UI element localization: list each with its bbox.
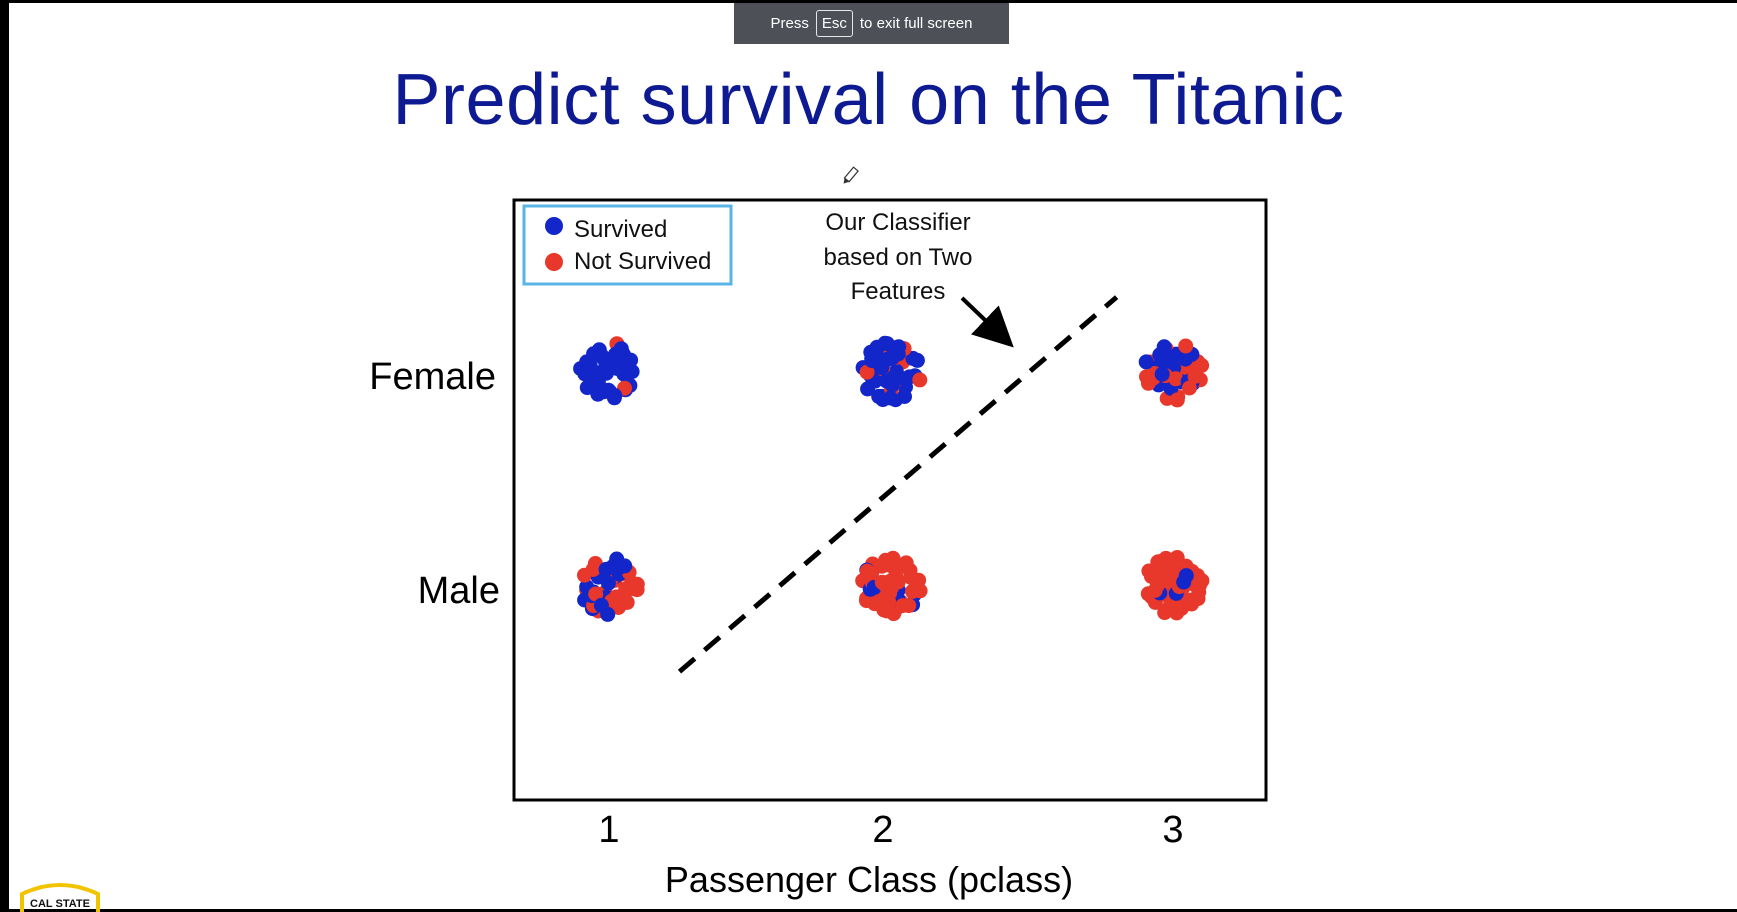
banner-press-text: Press [770,15,809,32]
data-point-not-survived [874,558,890,574]
data-point-not-survived [1169,392,1185,408]
x-tick-label-2: 2 [872,809,893,851]
data-point-not-survived [1181,380,1197,396]
data-point-survived [1177,351,1193,367]
data-point-not-survived [859,563,875,579]
data-point-survived [623,352,639,368]
data-point-survived [594,348,610,364]
data-point-not-survived [895,598,911,614]
data-point-not-survived [629,576,645,592]
data-point-survived [864,353,880,369]
data-point-not-survived [1178,338,1194,354]
banner-suffix-text: to exit full screen [859,15,973,32]
annotation-line-1: Our Classifier [825,209,970,236]
data-point-survived [593,597,609,613]
data-point-not-survived [619,594,635,610]
data-point-not-survived [1168,371,1184,387]
data-point-not-survived [859,364,875,380]
data-point-survived [1178,568,1194,584]
data-point-survived [871,388,887,404]
plot-frame [512,198,1268,802]
annotation-line-3: Features [851,278,946,305]
data-point-not-survived [588,586,604,602]
data-point-survived [891,339,907,355]
data-point-not-survived [885,550,901,566]
data-point-not-survived [912,372,928,388]
annotation-line-2: based on Two [823,244,972,271]
y-tick-label-male: Male [418,570,500,612]
data-point-not-survived [1140,375,1156,391]
data-point-survived [905,350,921,366]
data-point-not-survived [882,585,898,601]
data-point-survived [1138,354,1154,370]
data-point-survived [612,351,628,367]
decision-boundary-line [677,295,1119,674]
slide-title: Predict survival on the Titanic [392,60,1345,140]
y-tick-label-female: Female [369,356,496,398]
data-point-not-survived [1194,573,1210,589]
data-point-survived [883,390,899,406]
data-point-survived [598,561,614,577]
fullscreen-banner: Press Esc to exit full screen [734,3,1009,44]
data-point-not-survived [905,583,920,599]
data-point-survived [1161,349,1177,365]
x-axis-label: Passenger Class (pclass) [665,859,1073,900]
x-tick-label-1: 1 [598,809,619,851]
legend-survived-marker [545,217,563,235]
data-point-survived [884,377,900,393]
legend-not-survived-marker [545,253,563,271]
legend-not-survived-label: Not Survived [574,248,711,275]
data-point-survived [1154,366,1170,382]
data-point-survived [590,386,606,402]
data-point-not-survived [1158,550,1174,566]
legend-survived-label: Survived [574,216,667,243]
pencil-cursor-icon [843,166,859,184]
data-points [573,335,1210,622]
data-point-not-survived [903,570,919,586]
annotation-arrow [960,296,1014,348]
data-point-not-survived [585,562,601,577]
data-point-not-survived [859,593,874,609]
data-point-not-survived [1144,569,1159,584]
classifier-annotation: Our Classifier based on Two Features [823,209,972,305]
data-point-not-survived [890,574,906,590]
data-point-not-survived [1147,582,1163,598]
data-point-survived [611,560,627,576]
data-point-survived [600,575,616,591]
data-point-survived [607,388,623,403]
legend: Survived Not Survived [522,204,733,286]
cal-state-logo: CAL STATE [20,883,100,912]
x-tick-label-3: 3 [1162,809,1183,851]
logo-text: CAL STATE [30,898,90,910]
data-point-not-survived [1187,368,1203,384]
data-point-survived [590,374,606,390]
data-point-not-survived [1190,591,1206,607]
data-point-not-survived [1194,357,1210,373]
esc-key-badge: Esc [815,10,853,37]
data-point-survived [616,365,632,380]
data-point-survived [869,339,885,355]
data-point-survived [899,370,915,386]
data-point-not-survived [1169,605,1185,621]
